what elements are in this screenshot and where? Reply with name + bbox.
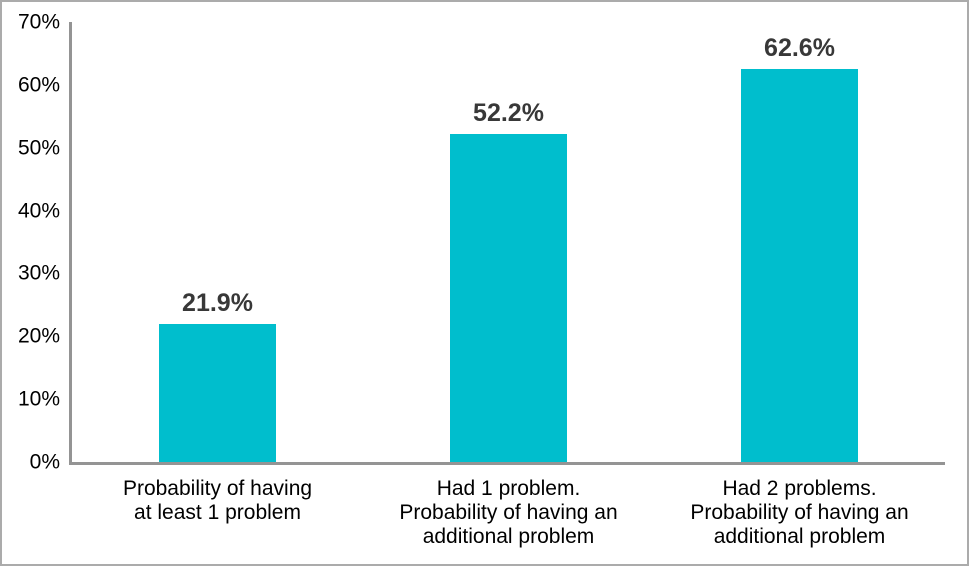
bar: 21.9% — [158, 289, 277, 462]
bar: 62.6% — [740, 34, 859, 462]
y-tick-label: 30% — [17, 261, 60, 285]
y-tick-label: 70% — [17, 10, 60, 34]
bars: 21.9% 52.2% 62.6% — [72, 22, 945, 462]
y-tick-label: 40% — [17, 199, 60, 223]
bar-slot: 52.2% — [363, 22, 654, 462]
bar-slot: 62.6% — [654, 22, 945, 462]
bar-value-label: 62.6% — [764, 33, 835, 62]
plot-area: 0% 10% 20% 30% 40% 50% 60% 70% 21.9% 52.2% 62.6% … — [18, 12, 945, 548]
y-tick-label: 0% — [29, 450, 60, 474]
bar-slot: 21.9% — [72, 22, 363, 462]
x-category-label: Probability of having at least 1 problem — [122, 477, 313, 524]
x-category-label: Had 2 problems. Probability of having an… — [690, 477, 909, 548]
y-tick-label: 10% — [17, 387, 60, 411]
bar-value-label: 21.9% — [182, 289, 253, 318]
y-tick-label: 20% — [17, 324, 60, 348]
y-tick-label: 60% — [17, 73, 60, 97]
x-axis-labels: Probability of having at least 1 problem… — [72, 477, 945, 549]
x-category-label: Had 1 problem. Probability of having an … — [399, 477, 618, 548]
y-tick-label: 50% — [17, 136, 60, 160]
bar-value-label: 52.2% — [473, 98, 544, 127]
bar: 52.2% — [449, 99, 568, 462]
